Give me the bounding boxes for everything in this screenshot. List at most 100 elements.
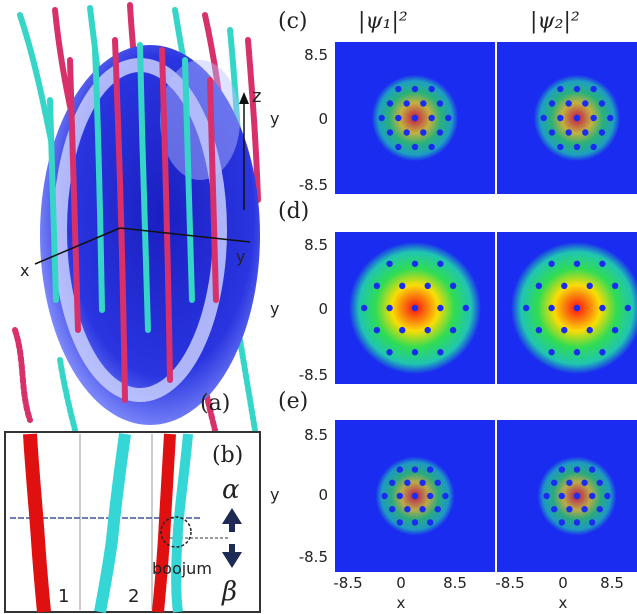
density-panel bbox=[497, 42, 637, 194]
x-axis-label: x bbox=[397, 594, 406, 612]
vortex-dot bbox=[590, 114, 597, 122]
y-ticks-row-c: 8.5 0 -8.5 y bbox=[270, 46, 328, 194]
vortex-dot bbox=[581, 479, 588, 486]
panel-d-label: (d) bbox=[278, 199, 309, 224]
vortex-dot bbox=[598, 100, 606, 107]
boojum-marker bbox=[160, 516, 192, 548]
vortex-dot bbox=[396, 466, 404, 473]
vortex-dot bbox=[573, 519, 581, 526]
vortex-dot bbox=[573, 349, 581, 356]
vortex-dot bbox=[581, 506, 588, 513]
vortex-dot bbox=[419, 479, 426, 486]
x-axis-label: x bbox=[559, 594, 568, 612]
vortex-dot bbox=[373, 326, 381, 334]
vortex-dot bbox=[434, 506, 441, 513]
density-panel bbox=[335, 232, 495, 384]
vortex-dot bbox=[411, 304, 419, 312]
beta-label: β bbox=[221, 577, 237, 607]
y-tick: -8.5 bbox=[299, 176, 328, 194]
arrow-down-icon bbox=[222, 544, 242, 568]
y-ticks-row-d: 8.5 0 -8.5 y bbox=[270, 236, 328, 384]
vortex-dot bbox=[611, 282, 619, 290]
vortex-dot bbox=[378, 114, 385, 122]
vortex-dot bbox=[437, 349, 444, 356]
vortex-dot bbox=[428, 85, 435, 93]
panel-c-label: (c) bbox=[278, 9, 308, 34]
vortex-dot bbox=[548, 100, 556, 107]
axis-y-label: y bbox=[236, 247, 245, 266]
vortex-dot bbox=[395, 143, 402, 151]
vortex-dot bbox=[557, 85, 564, 93]
vortex-dot bbox=[540, 114, 547, 122]
vortex-dot bbox=[419, 506, 426, 513]
x-tick: 8.5 bbox=[600, 574, 624, 592]
y-tick: 0 bbox=[318, 110, 328, 128]
x-tick: -8.5 bbox=[495, 574, 524, 592]
vortex-dot bbox=[411, 349, 419, 356]
vortex-dot bbox=[436, 129, 444, 136]
vortex-dot bbox=[566, 479, 573, 486]
vortex-dot bbox=[551, 506, 558, 513]
vortex-dot bbox=[426, 492, 434, 500]
density-panels: |ψ₁|² |ψ₂|² (c) (d) (e) 8.5 0 -8.5 y 8.5… bbox=[270, 9, 637, 612]
y-tick: 0 bbox=[318, 300, 328, 318]
vortex-dot bbox=[403, 100, 410, 107]
vortex-dot bbox=[386, 129, 394, 136]
z-arrow-icon bbox=[239, 92, 249, 104]
vortex-dot bbox=[557, 143, 564, 151]
y-tick: 8.5 bbox=[304, 236, 328, 254]
vortex-dot bbox=[565, 129, 572, 136]
vortex-dot bbox=[558, 492, 566, 500]
column-title-psi1: |ψ₁|² bbox=[358, 9, 408, 34]
vortex-dot bbox=[411, 114, 419, 122]
vortex-dot bbox=[399, 326, 406, 334]
panel-b: boojum 1 2 (b) α β bbox=[4, 431, 261, 614]
vortex-dot bbox=[411, 519, 419, 526]
vortex-dot bbox=[599, 349, 606, 356]
vortex-strand-1 bbox=[23, 433, 51, 613]
y-tick: -8.5 bbox=[299, 548, 328, 566]
strip-number-2: 2 bbox=[128, 586, 139, 607]
x-tick: -8.5 bbox=[333, 574, 362, 592]
vortex-strand-3b bbox=[171, 433, 193, 613]
vortex-dot bbox=[543, 492, 550, 500]
density-panel bbox=[497, 232, 637, 384]
vortex-dot bbox=[462, 304, 470, 312]
vortex-dot bbox=[445, 114, 452, 122]
vortex-dot bbox=[395, 114, 402, 122]
x-ticks-left: -8.5 0 8.5 x bbox=[333, 574, 467, 612]
vortex-dot bbox=[566, 506, 573, 513]
vortex-dot bbox=[436, 100, 444, 107]
vortex-dot bbox=[386, 304, 393, 312]
vortex-dot bbox=[624, 304, 632, 312]
vortex-dot bbox=[561, 282, 568, 290]
vortex-dot bbox=[535, 282, 543, 290]
vortex-dot bbox=[548, 129, 556, 136]
vortex-dot bbox=[596, 506, 603, 513]
vortex-strand-2 bbox=[94, 433, 131, 614]
vortex-lines-front bbox=[47, 37, 219, 403]
vortex-dot bbox=[449, 282, 457, 290]
vortex-dot bbox=[573, 85, 581, 93]
panel-e-label: (e) bbox=[278, 389, 308, 414]
vortex-dot bbox=[611, 326, 619, 334]
droplet-highlight bbox=[160, 60, 240, 180]
vortex-dot bbox=[428, 114, 435, 122]
vortex-dot bbox=[442, 492, 449, 500]
panel-a-label: (a) bbox=[200, 391, 230, 416]
vortex-dot bbox=[573, 304, 581, 312]
y-tick: 8.5 bbox=[304, 426, 328, 444]
vortex-dot bbox=[590, 143, 597, 151]
vortex-dot bbox=[604, 492, 611, 500]
vortex-dot bbox=[404, 479, 411, 486]
boojum-label: boojum bbox=[152, 559, 212, 578]
vortex-dot bbox=[411, 85, 419, 93]
vortex-dot bbox=[411, 143, 419, 151]
vortex-dot bbox=[360, 304, 368, 312]
vortex-dot bbox=[573, 114, 581, 122]
x-ticks-right: -8.5 0 8.5 x bbox=[495, 574, 624, 612]
vortex-dot bbox=[588, 466, 596, 473]
axis-z-label: z bbox=[252, 86, 261, 107]
vortex-dot bbox=[424, 282, 431, 290]
